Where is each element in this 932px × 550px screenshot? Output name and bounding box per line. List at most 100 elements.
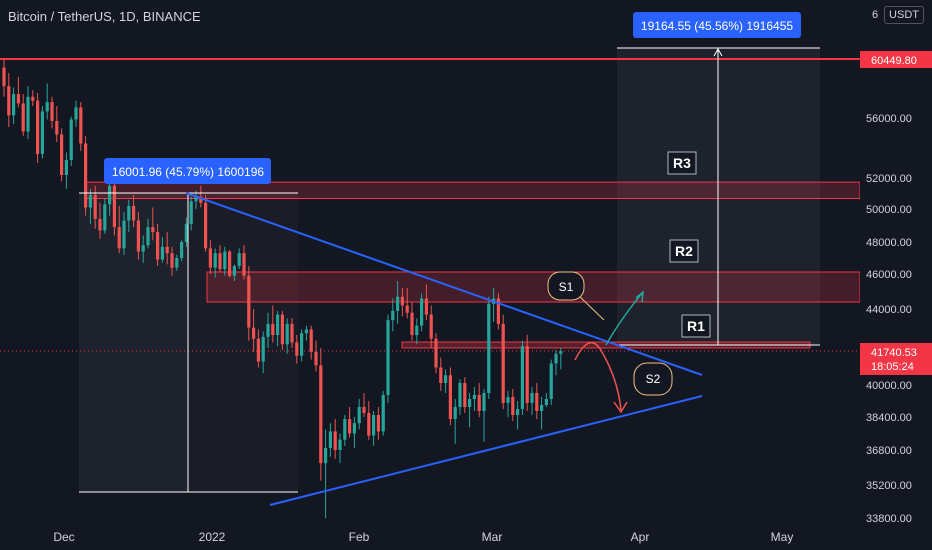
candle-body: [352, 423, 356, 434]
currency-badge[interactable]: USDT: [884, 6, 924, 24]
candle-body: [439, 367, 443, 384]
candle-body: [453, 407, 457, 420]
candle-body: [170, 253, 174, 268]
candle-body: [328, 431, 332, 448]
candle-body: [444, 375, 448, 384]
x-tick-label: Apr: [631, 530, 650, 544]
candle-body: [165, 246, 169, 254]
candle-body: [290, 323, 294, 343]
candle-body: [372, 415, 376, 436]
candle-body: [237, 253, 241, 266]
candle-body: [482, 393, 486, 411]
candle-body: [496, 298, 500, 324]
candle-body: [367, 413, 371, 436]
candle-body: [468, 399, 472, 407]
candle-body: [26, 96, 30, 132]
y-tick-label: 35200.00: [866, 480, 912, 492]
measure-label-right: 19164.55 (45.56%) 1916455: [641, 19, 793, 33]
candle-body: [458, 383, 462, 407]
y-tick-label: 33800.00: [866, 513, 912, 525]
candle-body: [74, 107, 78, 120]
candle-body: [98, 218, 102, 231]
scenario-up-arrowhead: [635, 290, 644, 303]
x-tick-label: Mar: [482, 530, 503, 544]
last-price-countdown: 18:05:24: [871, 361, 914, 373]
candle-body: [21, 103, 25, 132]
candle-body: [463, 383, 467, 407]
y-tick-label: 40000.00: [866, 380, 912, 392]
candle-body: [36, 100, 40, 154]
candle-body: [314, 351, 318, 366]
y-tick-label: 44000.00: [866, 304, 912, 316]
zone-label-box-r3: [667, 151, 697, 175]
candle-body: [309, 329, 313, 352]
symbol-title: Bitcoin / TetherUS, 1D, BINANCE: [8, 9, 201, 24]
candle-body: [31, 96, 35, 101]
candle-body: [362, 407, 366, 413]
scenario-down-arrowhead: [613, 401, 628, 414]
candle-body: [151, 227, 155, 233]
candle-body: [45, 102, 49, 112]
candle-body: [448, 375, 452, 420]
s2-label: S2: [646, 372, 661, 386]
candle-body: [180, 242, 184, 258]
candle-body: [415, 325, 419, 336]
candle-body: [420, 298, 424, 326]
candle-body: [16, 94, 20, 104]
candle-body: [117, 227, 121, 249]
measure-label-right-bg: [633, 12, 801, 38]
zone-label-box-r2: [669, 239, 699, 263]
candle-body: [540, 405, 544, 411]
zone-label-r1: R1: [687, 318, 705, 334]
candle-body: [156, 232, 160, 260]
x-tick-label: Feb: [349, 530, 370, 544]
candle-body: [266, 323, 270, 337]
candle-body: [108, 185, 112, 205]
s1-label: S1: [559, 280, 574, 294]
candle-body: [84, 143, 88, 208]
zone-label-box-r1: [681, 314, 711, 338]
candle-body: [348, 419, 352, 434]
candle-body: [60, 134, 64, 175]
candle-body: [343, 419, 347, 440]
candle-body: [386, 320, 390, 395]
candle-body: [175, 258, 179, 268]
candle-body: [252, 327, 256, 339]
candle-body: [295, 342, 299, 356]
candle-body: [132, 205, 136, 221]
descending-trendline: [185, 192, 703, 376]
candle-body: [338, 439, 342, 450]
y-tick-label-top-cut: 6: [872, 9, 878, 21]
candle-body: [136, 220, 140, 252]
price-axis: [860, 0, 932, 550]
candle-body: [213, 253, 217, 268]
candle-body: [160, 246, 164, 260]
candle-body: [530, 393, 534, 403]
candle-body: [333, 431, 337, 450]
candle-body: [516, 409, 520, 415]
candle-body: [184, 223, 188, 242]
last-price-label: 41740.53: [871, 347, 917, 359]
y-tick-label: 52000.00: [866, 173, 912, 185]
scenario-up-arrow: [605, 291, 644, 346]
last-price-badge: [860, 343, 932, 375]
candle-body: [218, 253, 222, 270]
candle-body: [319, 365, 323, 464]
candle-body: [506, 397, 510, 403]
candle-body: [396, 296, 400, 311]
candle-body: [410, 312, 414, 336]
candle-body: [487, 303, 491, 393]
candle-body: [381, 395, 385, 432]
candle-body: [88, 195, 92, 208]
candle-body: [554, 353, 558, 364]
candle-body: [40, 111, 44, 154]
zone-label-r2: R2: [675, 243, 693, 259]
candle-body: [223, 251, 227, 270]
candle-body: [247, 275, 251, 328]
candle-body: [93, 195, 97, 219]
candle-body: [55, 121, 59, 135]
resistance-zone-r3: [85, 181, 861, 200]
candle-body: [424, 298, 428, 315]
